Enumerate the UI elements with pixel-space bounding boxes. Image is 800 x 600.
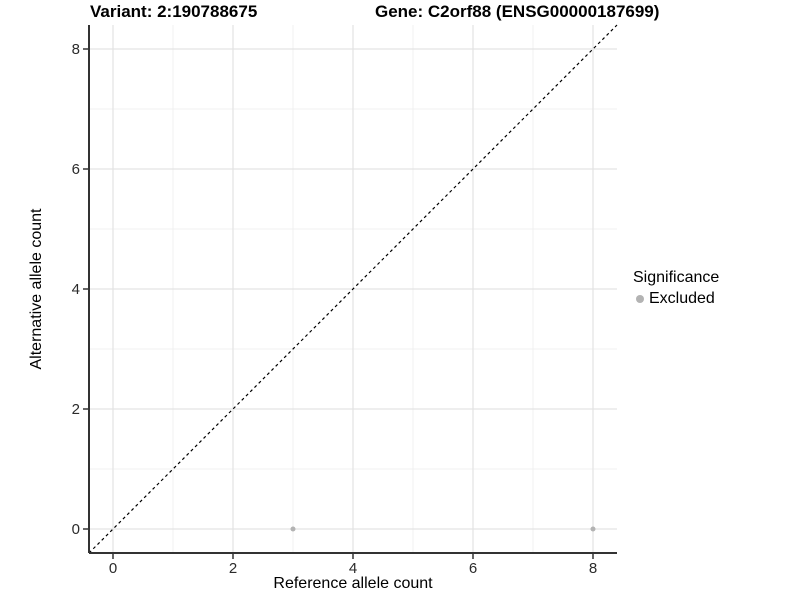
legend-point-icon bbox=[636, 294, 644, 303]
y-tick-label: 0 bbox=[72, 521, 80, 538]
legend-title: Significance bbox=[633, 269, 720, 286]
legend-item-label: Excluded bbox=[649, 290, 715, 307]
x-tick-label: 2 bbox=[229, 560, 237, 577]
y-tick-label: 2 bbox=[72, 401, 80, 418]
y-tick-label: 6 bbox=[72, 161, 80, 178]
legend-item-excluded: Excluded bbox=[630, 289, 719, 308]
y-axis-title: Alternative allele count bbox=[28, 208, 45, 370]
data-point bbox=[590, 526, 596, 532]
identity-line bbox=[88, 24, 618, 554]
x-tick-label: 6 bbox=[469, 560, 477, 577]
plot-title-variant: Variant: 2:190788675 bbox=[90, 2, 258, 21]
x-tick-label: 4 bbox=[349, 560, 357, 577]
y-tick-label: 4 bbox=[72, 281, 80, 298]
y-tick-label: 8 bbox=[72, 41, 80, 58]
x-tick-label: 0 bbox=[109, 560, 117, 577]
x-axis-title: Reference allele count bbox=[273, 575, 433, 592]
legend: Significance Excluded bbox=[630, 268, 719, 308]
plot-title-gene: Gene: C2orf88 (ENSG00000187699) bbox=[375, 2, 660, 21]
data-point bbox=[290, 526, 296, 532]
x-tick-label: 8 bbox=[589, 560, 597, 577]
